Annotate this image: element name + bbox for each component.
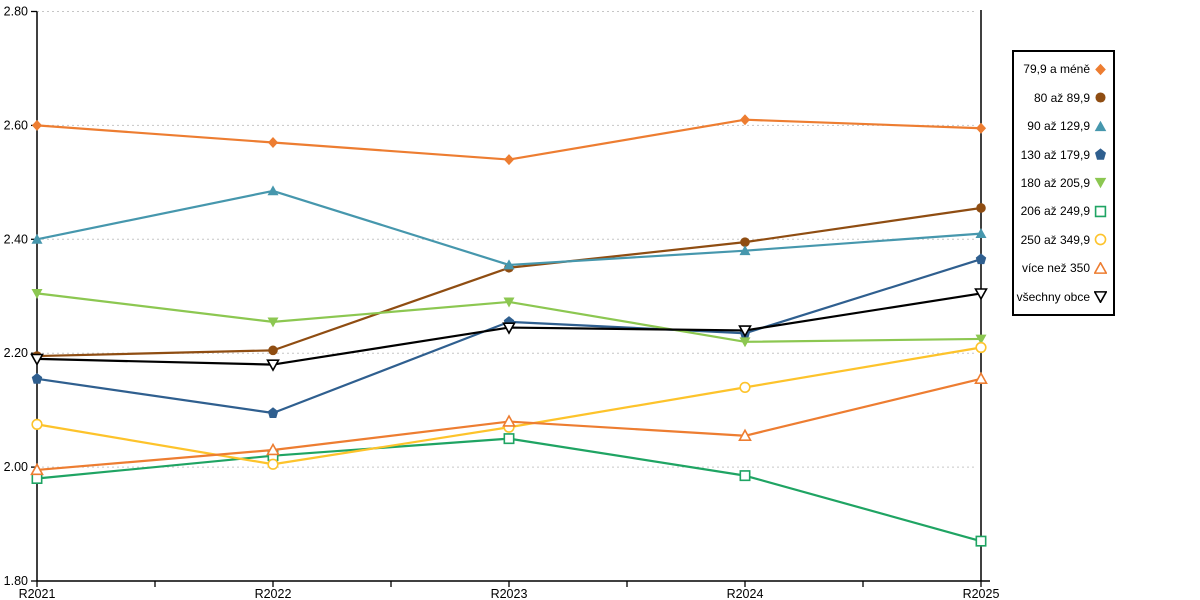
- data-point-marker-s3-p4: [975, 253, 987, 265]
- diamond-filled-legend-icon: [1095, 63, 1106, 75]
- legend-item: více než 350: [1016, 261, 1107, 276]
- data-point-marker-s8-p2: [502, 322, 516, 335]
- data-point-marker-s8-p3: [738, 325, 752, 338]
- legend-item: 90 až 129,9: [1016, 120, 1107, 133]
- data-point-marker-s0-p0: [31, 119, 43, 131]
- legend-item: 206 až 249,9: [1016, 205, 1107, 218]
- legend: 79,9 a méně 80 až 89,9 90 až 129,9 130 až 1…: [1012, 50, 1115, 316]
- data-point-marker-s2-p0: [31, 233, 43, 244]
- legend-item-label: více než 350: [1021, 261, 1090, 276]
- data-point-marker-s7-p1: [266, 442, 280, 456]
- x-axis-tick-label: R2023: [491, 587, 528, 600]
- data-point-marker-s6-p1: [267, 458, 279, 470]
- triangle-down-filled-legend-icon: [1094, 178, 1107, 189]
- x-axis-tick-label: R2021: [19, 587, 56, 600]
- data-point-marker-s3-p0: [31, 373, 43, 384]
- legend-item-label: 206 až 249,9: [1020, 204, 1090, 219]
- triangle-up-filled-legend-icon: [1094, 120, 1107, 131]
- y-axis-tick-label: 2.80: [4, 5, 28, 19]
- pentagon-filled-legend-icon: [1095, 148, 1106, 160]
- data-point-marker-s4-p2: [503, 297, 515, 308]
- data-point-marker-s5-p0: [31, 473, 43, 484]
- data-point-marker-s0-p3: [739, 114, 751, 126]
- data-point-marker-s1-p3: [740, 237, 750, 247]
- series-line-5: [36, 437, 982, 543]
- x-axis-tick-label: R2025: [963, 587, 1000, 600]
- legend-item-label: 90 až 129,9: [1027, 119, 1090, 134]
- y-axis-tick-label: 1.80: [4, 574, 28, 588]
- data-point-marker-s7-p2: [502, 414, 516, 427]
- data-point-marker-s7-p4: [974, 371, 988, 385]
- data-point-marker-s3-p1: [267, 407, 279, 418]
- x-axis-tick-label: R2024: [727, 587, 764, 600]
- data-point-marker-s8-p1: [266, 359, 280, 372]
- triangle-up-open-legend-icon: [1094, 261, 1107, 274]
- data-point-marker-s5-p2: [503, 433, 515, 445]
- data-point-marker-s6-p4: [975, 341, 987, 354]
- y-axis-tick-label: 2.40: [4, 232, 28, 246]
- triangle-down-open-legend-icon: [1094, 291, 1107, 304]
- legend-item: 250 až 349,9: [1016, 233, 1107, 246]
- legend-item-label: 250 až 349,9: [1020, 232, 1090, 247]
- data-point-marker-s7-p3: [738, 428, 752, 441]
- legend-item: 130 až 179,9: [1016, 148, 1107, 161]
- data-point-marker-s4-p4: [975, 334, 987, 345]
- legend-item-label: 79,9 a méně: [1023, 62, 1090, 77]
- data-point-marker-s5-p4: [975, 535, 987, 547]
- data-point-marker-s0-p2: [503, 154, 515, 166]
- circle-open-legend-icon: [1094, 234, 1107, 246]
- data-point-marker-s0-p4: [975, 122, 987, 134]
- legend-item: 180 až 205,9: [1016, 176, 1107, 189]
- legend-item-label: všechny obce: [1016, 289, 1090, 304]
- data-point-marker-s0-p1: [267, 136, 279, 148]
- data-point-marker-s8-p4: [974, 288, 988, 301]
- data-point-marker-s2-p3: [739, 245, 751, 256]
- y-axis-tick-label: 2.20: [4, 346, 28, 360]
- legend-item-label: 130 až 179,9: [1020, 147, 1090, 162]
- data-point-marker-s4-p0: [31, 289, 43, 299]
- data-point-marker-s2-p4: [975, 228, 987, 239]
- data-point-marker-s1-p1: [268, 345, 278, 356]
- legend-item: 79,9 a méně: [1016, 63, 1107, 76]
- x-axis-tick-label: R2022: [255, 587, 292, 600]
- legend-item: všechny obce: [1016, 289, 1107, 304]
- data-point-marker-s2-p2: [503, 259, 515, 270]
- data-point-marker-s6-p0: [31, 418, 43, 430]
- circle-filled-legend-icon: [1095, 92, 1106, 103]
- data-point-marker-s6-p3: [739, 381, 751, 393]
- legend-item-label: 80 až 89,9: [1033, 90, 1090, 105]
- series-line-6: [36, 346, 982, 466]
- data-point-marker-s8-p0: [30, 353, 44, 367]
- data-point-marker-s2-p1: [267, 185, 279, 196]
- series-line-3: [36, 258, 982, 415]
- data-point-marker-s7-p0: [30, 462, 44, 476]
- square-open-legend-icon: [1094, 205, 1107, 218]
- y-axis-tick-label: 2.00: [4, 460, 28, 474]
- y-axis-tick-label: 2.60: [4, 118, 28, 132]
- data-point-marker-s1-p4: [976, 203, 986, 213]
- data-point-marker-s5-p3: [739, 470, 751, 482]
- data-point-marker-s4-p3: [739, 337, 751, 348]
- legend-item-label: 180 až 205,9: [1020, 175, 1090, 190]
- data-point-marker-s4-p1: [267, 317, 279, 328]
- legend-item: 80 až 89,9: [1016, 91, 1107, 104]
